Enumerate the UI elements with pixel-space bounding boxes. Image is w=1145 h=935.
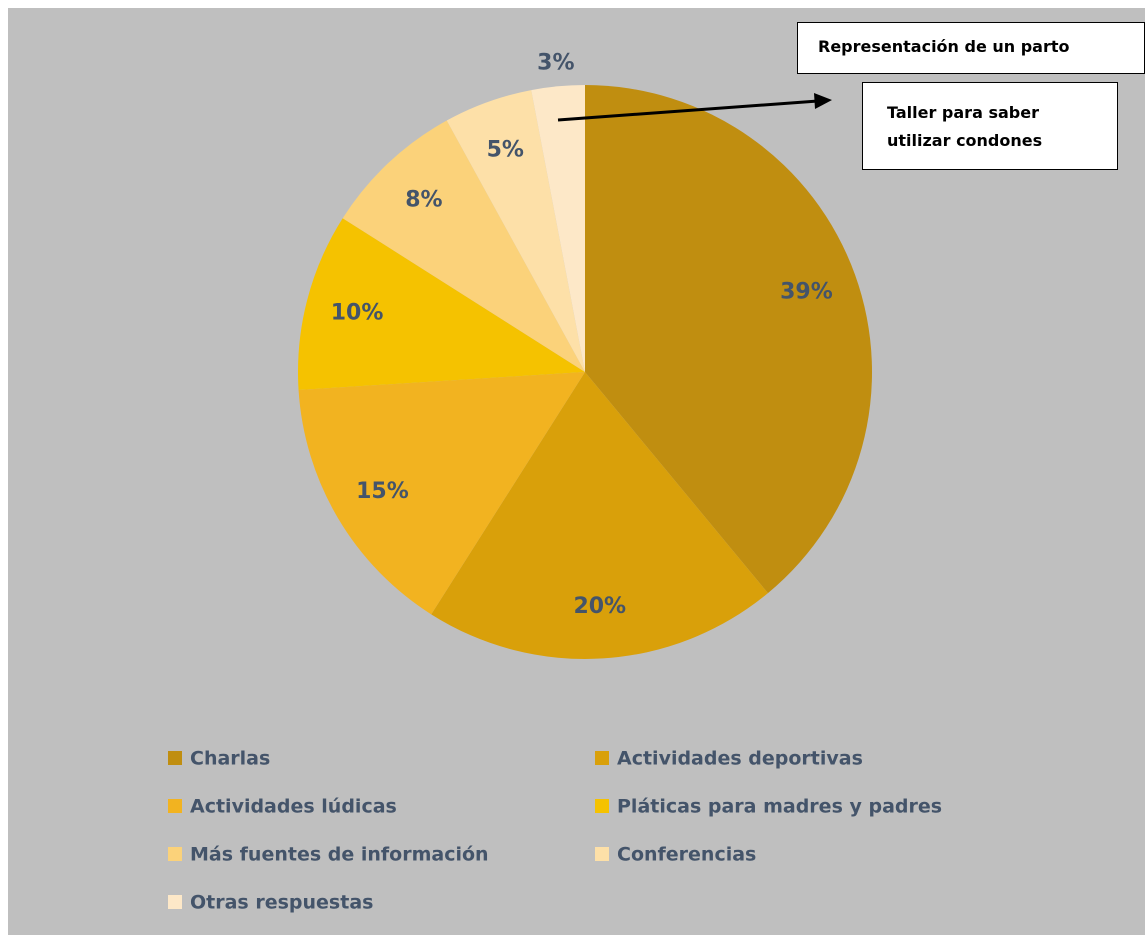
legend-swatch [595, 847, 609, 861]
data-label: 10% [331, 300, 384, 325]
data-label: 8% [405, 187, 442, 212]
pie-slice [431, 372, 768, 660]
legend-label: Pláticas para madres y padres [617, 796, 942, 818]
data-label: 3% [537, 50, 574, 75]
legend-label: Otras respuestas [190, 892, 373, 914]
legend-label: Actividades deportivas [617, 748, 863, 770]
legend-swatch [168, 799, 182, 813]
annotation: Taller para saber utilizar condones [862, 82, 1118, 170]
data-label: 15% [356, 479, 409, 504]
pie-slice [298, 218, 585, 391]
data-label: 20% [573, 594, 626, 619]
legend-swatch [595, 751, 609, 765]
legend-label: Charlas [190, 748, 270, 770]
data-label: 39% [780, 279, 833, 304]
pie-slice [446, 90, 585, 372]
pie-slice [531, 85, 585, 372]
arrow-line [557, 99, 819, 122]
legend-swatch [168, 751, 182, 765]
legend-label: Más fuentes de información [190, 844, 489, 866]
data-label: 5% [487, 138, 524, 163]
pie-slice [342, 120, 585, 372]
legend-swatch [595, 799, 609, 813]
legend-label: Conferencias [617, 844, 756, 866]
legend-swatch [168, 895, 182, 909]
annotation: Representación de un parto [797, 22, 1145, 74]
pie-slice [585, 85, 873, 594]
legend-label: Actividades lúdicas [190, 796, 397, 818]
arrow-head [814, 93, 832, 109]
legend-swatch [168, 847, 182, 861]
pie-slice [298, 372, 585, 615]
